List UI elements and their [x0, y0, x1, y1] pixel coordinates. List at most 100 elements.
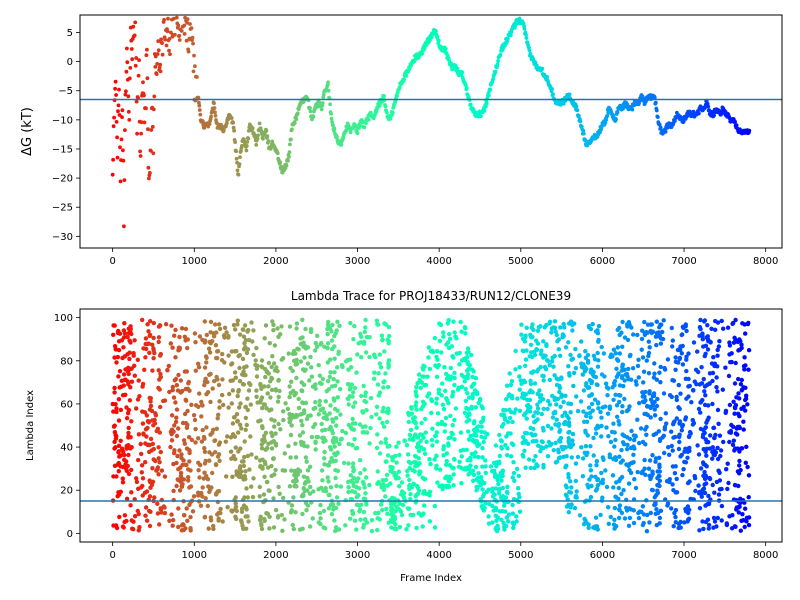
lambda-point	[147, 449, 152, 455]
lambda-point	[687, 479, 692, 484]
lambda-point	[385, 511, 390, 516]
lambda-point	[302, 368, 307, 373]
lambda-point	[577, 353, 582, 358]
lambda-point	[362, 485, 367, 490]
lambda-point	[539, 348, 544, 353]
lambda-point	[313, 439, 318, 444]
lambda-point	[657, 437, 663, 442]
lambda-point	[112, 463, 118, 468]
lambda-point	[335, 408, 340, 413]
delta-g-point	[149, 128, 154, 132]
lambda-point	[684, 328, 689, 334]
lambda-point	[698, 426, 704, 432]
lambda-point	[226, 405, 231, 410]
lambda-point	[743, 385, 748, 390]
lambda-point	[208, 399, 213, 405]
lambda-point	[695, 443, 700, 448]
lambda-point	[154, 428, 159, 434]
lambda-point	[277, 491, 282, 496]
delta-g-point	[443, 46, 448, 51]
lambda-point	[444, 458, 449, 464]
lambda-point	[276, 377, 281, 383]
lambda-point	[234, 469, 239, 474]
lambda-point	[665, 503, 670, 508]
lambda-point	[453, 406, 459, 411]
lambda-point	[562, 410, 568, 415]
lambda-point	[239, 426, 244, 431]
lambda-point	[153, 458, 158, 464]
lambda-point	[217, 458, 222, 463]
lambda-point	[697, 382, 702, 387]
lambda-point	[151, 356, 156, 361]
lambda-point	[709, 326, 714, 331]
lambda-point	[574, 394, 579, 399]
lambda-point	[503, 417, 508, 422]
lambda-point	[332, 444, 337, 449]
lambda-point	[545, 423, 551, 429]
lambda-point	[631, 508, 636, 513]
delta-g-point	[245, 140, 250, 144]
lambda-point	[612, 505, 618, 511]
delta-g-point	[479, 114, 483, 118]
lambda-point	[296, 467, 301, 472]
lambda-point	[700, 397, 705, 403]
lambda-point	[541, 406, 546, 411]
lambda-point	[595, 527, 600, 532]
lambda-point	[462, 325, 468, 330]
lambda-point	[719, 518, 724, 523]
lambda-point	[241, 382, 246, 387]
lambda-point	[684, 354, 689, 359]
lambda-point	[129, 518, 134, 523]
delta-g-point	[139, 131, 144, 136]
delta-g-point	[130, 57, 135, 62]
delta-g-point	[120, 115, 124, 119]
lambda-point	[380, 409, 385, 414]
lambda-point	[538, 395, 543, 400]
lambda-point	[695, 349, 700, 354]
lambda-point	[176, 524, 181, 530]
lambda-point	[579, 445, 584, 450]
lambda-point	[467, 437, 472, 442]
lambda-point	[746, 473, 752, 478]
lambda-point	[595, 483, 601, 488]
lambda-point	[400, 502, 406, 508]
lambda-point	[206, 526, 211, 531]
lambda-point	[624, 322, 630, 327]
lambda-point	[594, 459, 599, 464]
lambda-point	[649, 330, 654, 336]
lambda-point	[216, 412, 221, 417]
lambda-point	[262, 516, 267, 522]
lambda-point	[535, 391, 540, 397]
lambda-point	[213, 462, 219, 467]
lambda-point	[742, 355, 747, 360]
lambda-point	[616, 393, 622, 398]
delta-g-point	[189, 26, 194, 31]
lambda-point	[116, 469, 122, 474]
lambda-point	[658, 364, 663, 370]
lambda-point	[488, 464, 494, 469]
lambda-point	[570, 438, 575, 443]
lambda-point	[186, 381, 191, 386]
lambda-point	[427, 366, 433, 372]
lambda-point	[240, 372, 245, 377]
lambda-point	[287, 416, 292, 421]
lambda-point	[183, 338, 188, 343]
delta-g-point	[289, 137, 293, 142]
lambda-point	[128, 326, 133, 332]
lambda-point	[325, 360, 330, 365]
lambda-point	[658, 508, 664, 513]
lambda-point	[390, 465, 395, 470]
lambda-point	[552, 373, 557, 378]
lambda-point	[634, 382, 639, 387]
lambda-point	[148, 436, 154, 442]
lambda-point	[646, 371, 652, 376]
delta-g-point	[182, 32, 187, 36]
lambda-point	[519, 332, 524, 337]
lambda-point	[313, 340, 318, 346]
lambda-point	[304, 508, 309, 513]
delta-g-point	[122, 224, 126, 229]
lambda-point	[682, 449, 687, 454]
lambda-point	[268, 395, 273, 400]
lambda-point	[561, 321, 566, 327]
lambda-point	[362, 329, 367, 335]
